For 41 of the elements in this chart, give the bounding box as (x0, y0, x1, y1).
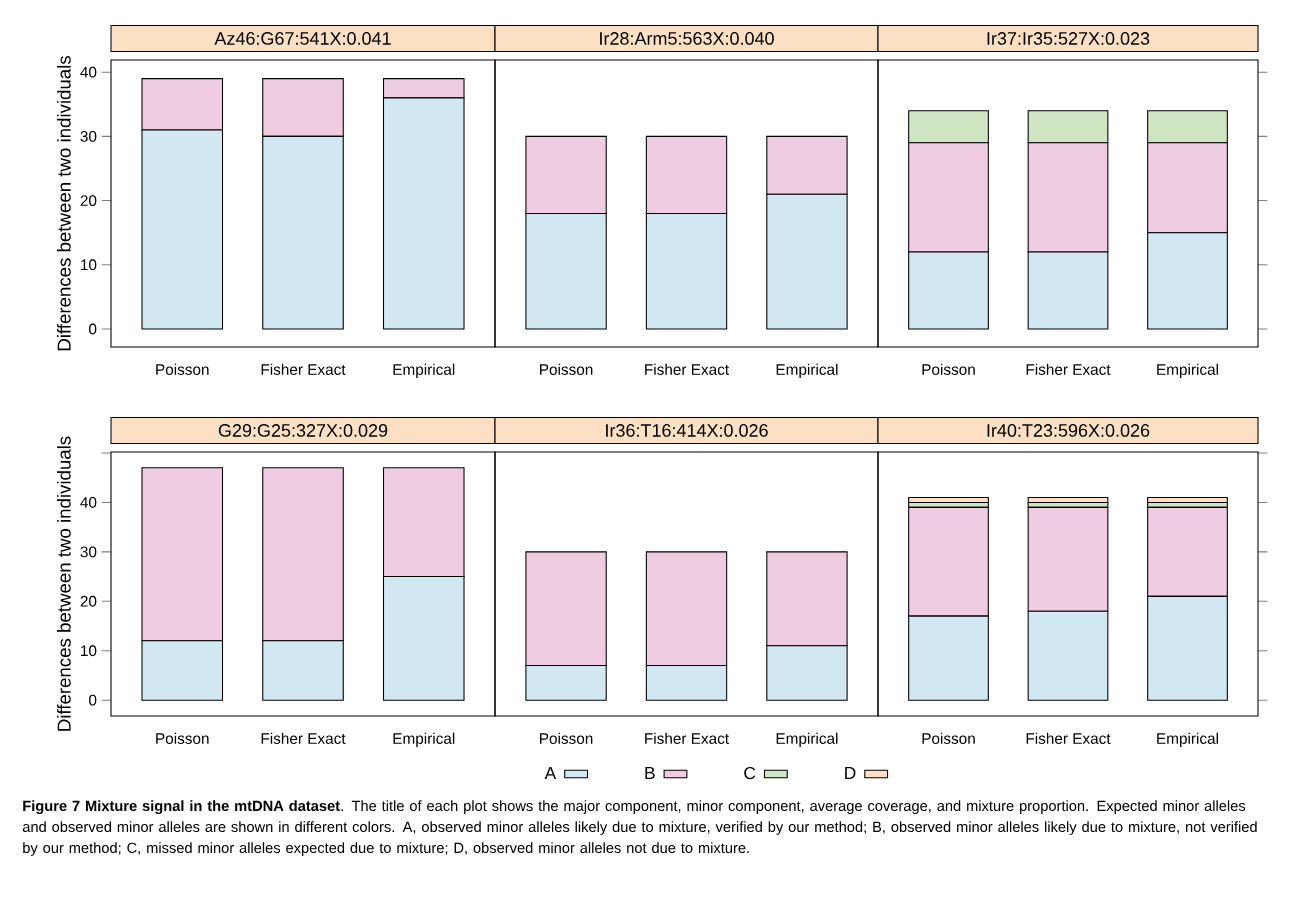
legend-label: B (645, 767, 655, 779)
chart-title: Ir40:T23:596X:0.026 (987, 424, 1150, 437)
y-tick-label: 30 (80, 546, 97, 558)
x-tick-label: Poisson (922, 732, 975, 744)
x-tick-label: Poisson (922, 363, 975, 375)
x-tick-label: Empirical (776, 732, 838, 747)
x-tick-label: Empirical (393, 732, 455, 747)
chart-title: Ir28:Arm5:563X:0.040 (600, 32, 774, 45)
chart-title: Az46:G67:541X:0.041 (214, 32, 391, 45)
x-tick-label: Poisson (540, 732, 593, 744)
y-tick-label: 20 (80, 195, 97, 207)
x-tick-label: Empirical (393, 363, 455, 378)
y-tick-label: 20 (80, 595, 97, 607)
y-axis-title: Differences between two individuals (57, 56, 71, 351)
x-tick-label: Fisher Exact (645, 363, 729, 375)
chart-title: Ir37:Ir35:527X:0.023 (987, 32, 1150, 45)
x-tick-label: Fisher Exact (645, 732, 729, 744)
legend-label: A (544, 767, 557, 779)
text: Figure 7 Mixture signal in the mtDNA dataset. The title of each plot shows the major component, minor component, average coverage, and mixture proportion. Expected minor alleles and observed minor alleles are shown in different colors. A, observed minor alleles likely due to mixture, verified by our method; B, observed minor alleles likely due to mixture, not verified by our method; C, missed minor alleles expected due to mixture; D, observed minor alleles not due to mixture. (22, 800, 1257, 856)
legend-label: D (845, 767, 856, 779)
x-tick-label: Fisher Exact (1026, 732, 1111, 744)
x-tick-label: Empirical (776, 363, 838, 378)
chart-title: Ir36:T16:414X:0.026 (606, 424, 768, 437)
y-tick-label: 40 (80, 66, 97, 78)
y-tick-label: 40 (80, 496, 97, 508)
x-tick-label: Poisson (540, 363, 593, 375)
y-tick-label: 10 (81, 259, 97, 271)
y-axis-title: Differences between two individuals (57, 436, 71, 731)
y-tick-label: 0 (89, 323, 97, 335)
x-tick-label: Poisson (156, 363, 209, 375)
x-tick-label: Fisher Exact (1026, 363, 1111, 375)
x-tick-label: Empirical (1157, 732, 1218, 747)
x-tick-label: Empirical (1157, 363, 1218, 378)
x-tick-label: Fisher Exact (261, 732, 346, 744)
chart-title: G29:G25:327X:0.029 (218, 424, 388, 437)
legend-label: C (744, 766, 756, 780)
y-tick-label: 10 (81, 645, 97, 657)
y-tick-label: 0 (89, 694, 97, 706)
x-tick-label: Poisson (156, 732, 209, 744)
y-tick-label: 30 (80, 130, 97, 142)
x-tick-label: Fisher Exact (261, 363, 346, 375)
